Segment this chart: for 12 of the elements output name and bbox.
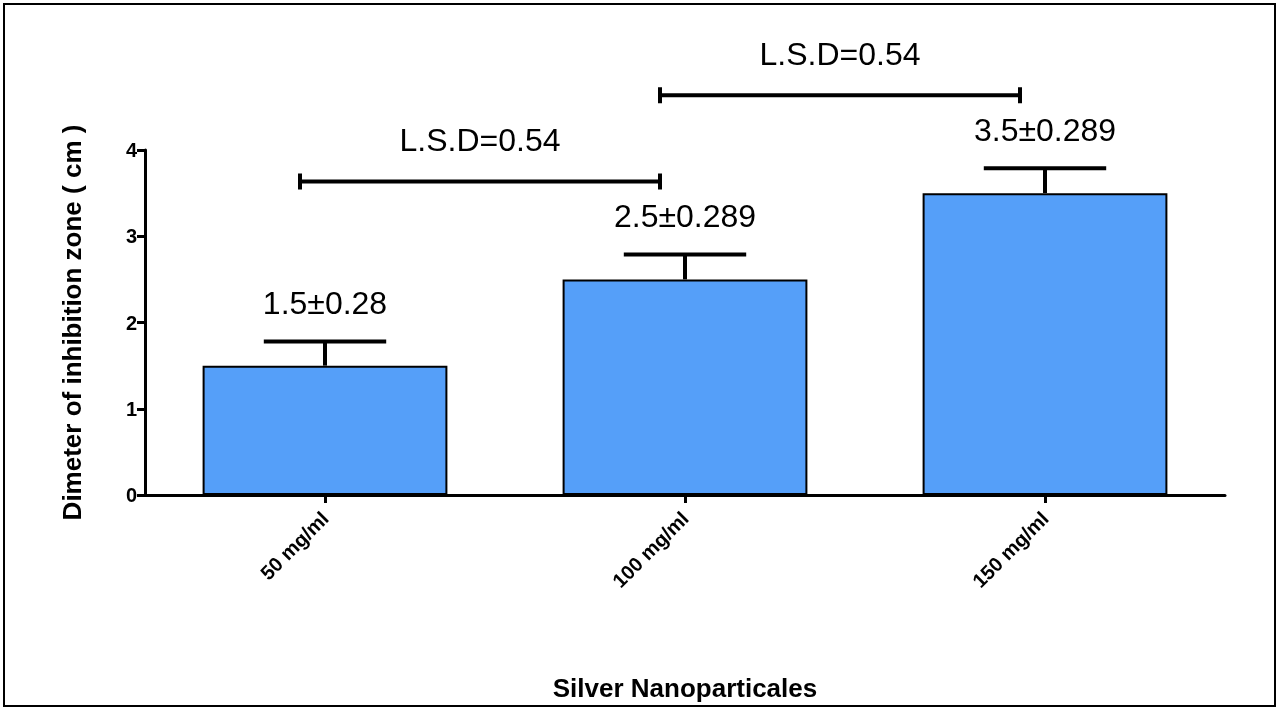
data-label: 2.5±0.289 (613, 198, 757, 235)
y-tick-label: 4 (125, 139, 138, 161)
y-tick-label: 0 (125, 484, 137, 506)
y-tick-label: 2 (125, 311, 137, 334)
data-label: 3.5±0.289 (973, 112, 1117, 149)
y-tick-label: 1 (125, 397, 137, 420)
x-axis-title: Silver Nanoparticales (552, 673, 818, 703)
data-label: 1.5±0.28 (262, 285, 388, 322)
text: L.S.D=0.54 (759, 36, 921, 73)
annotation: L.S.D=0.54 (399, 122, 561, 159)
y-tick-label: 3 (125, 225, 137, 248)
y-axis-title: Dimeter of inhibition zone ( cm ) (57, 124, 87, 521)
